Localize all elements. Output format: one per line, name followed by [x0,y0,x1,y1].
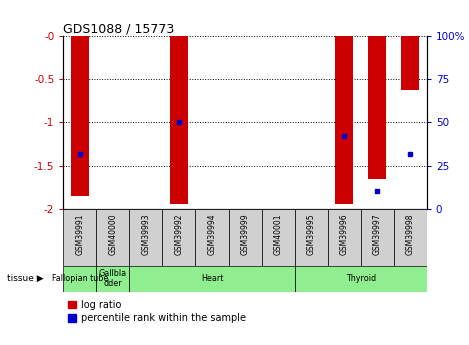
Text: GSM39995: GSM39995 [307,213,316,255]
Bar [96,209,129,266]
Bar [361,209,394,266]
Text: GSM39993: GSM39993 [142,213,151,255]
Bar [328,209,361,266]
Text: GSM39999: GSM39999 [241,213,250,255]
Text: GSM39994: GSM39994 [207,213,217,255]
Text: GSM39997: GSM39997 [373,213,382,255]
Bar [170,36,188,204]
Bar [228,209,262,266]
Bar [129,209,162,266]
Text: Gallbla
dder: Gallbla dder [99,269,127,288]
Bar [129,266,295,292]
Text: GSM40000: GSM40000 [108,213,117,255]
Bar [295,266,427,292]
Bar [401,36,419,90]
Text: GSM39992: GSM39992 [174,213,183,255]
Text: GSM39991: GSM39991 [76,213,84,255]
Text: Thyroid: Thyroid [346,274,376,283]
Text: GSM39998: GSM39998 [406,213,415,255]
Text: tissue ▶: tissue ▶ [7,274,44,283]
Bar [162,209,196,266]
Text: Fallopian tube: Fallopian tube [52,274,108,283]
Text: GSM40001: GSM40001 [273,213,283,255]
Bar [96,266,129,292]
Bar [196,209,228,266]
Bar [262,209,295,266]
Bar [295,209,328,266]
Text: Heart: Heart [201,274,223,283]
Text: GDS1088 / 15773: GDS1088 / 15773 [63,22,174,35]
Text: GSM39996: GSM39996 [340,213,348,255]
Bar [71,36,89,196]
Legend: log ratio, percentile rank within the sample: log ratio, percentile rank within the sa… [68,300,246,323]
Bar [63,209,96,266]
Bar [368,36,386,179]
Bar [394,209,427,266]
Bar [335,36,353,204]
Bar [63,266,96,292]
